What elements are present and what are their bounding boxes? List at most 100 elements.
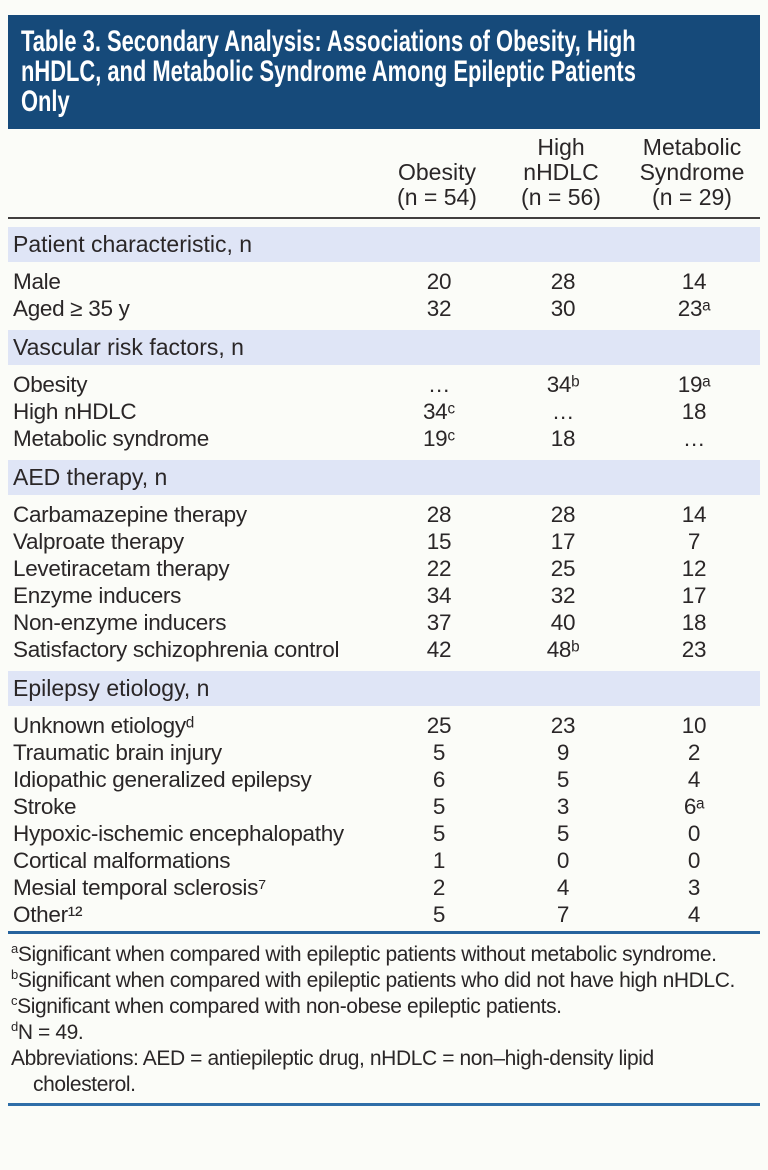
footnotes: a Significant when compared with epilepti… bbox=[8, 934, 760, 1098]
cell-value: 2 bbox=[432, 875, 446, 900]
footnote-text: Significant when compared with epileptic… bbox=[17, 969, 735, 992]
cell-value: 19ᵃ bbox=[677, 372, 711, 397]
footnote-b: bSignificant when compared with epilepti… bbox=[11, 968, 756, 994]
cell-value: 28 bbox=[550, 502, 576, 527]
table-row: Valproate therapy 15 17 7 bbox=[8, 528, 760, 555]
cell-value: 23 bbox=[681, 637, 707, 662]
cell-value: 17 bbox=[550, 529, 576, 554]
table-row: Idiopathic generalized epilepsy 6 5 4 bbox=[8, 766, 760, 793]
row-label: Hypoxic-ischemic encephalopathy bbox=[13, 821, 344, 846]
cell-value: 32 bbox=[550, 583, 576, 608]
footnote-text: Abbreviations: AED = antiepileptic drug,… bbox=[11, 1047, 654, 1096]
footnote-marker: a bbox=[11, 941, 18, 956]
table-row: Unknown etiologyᵈ 25 23 10 bbox=[8, 712, 760, 739]
title-line: Only bbox=[21, 85, 70, 118]
cell-value: 23 bbox=[550, 713, 576, 738]
cell-value: 22 bbox=[426, 556, 452, 581]
cell-value: 4 bbox=[687, 767, 701, 792]
column-headers: Obesity (n = 54) High nHDLC (n = 56) Met… bbox=[8, 129, 760, 214]
footnote-marker: b bbox=[11, 967, 18, 982]
row-label: Aged ≥ 35 y bbox=[13, 296, 130, 321]
section-header: Epilepsy etiology, n bbox=[8, 671, 760, 706]
cell-value: 37 bbox=[426, 610, 452, 635]
row-label: Valproate therapy bbox=[13, 529, 184, 554]
cell-value: … bbox=[427, 372, 451, 397]
column-n-count: (n = 54) bbox=[397, 184, 477, 210]
header-rule bbox=[8, 217, 760, 219]
cell-value: 32 bbox=[426, 296, 452, 321]
table-body: Patient characteristic, n Male 2 0 28 14 Aged … bbox=[8, 227, 760, 928]
cell-value: 28 bbox=[550, 269, 576, 294]
table-row: Traumatic brain injury 5 9 2 bbox=[8, 739, 760, 766]
footnote-c: cSignificant when compared with non-obes… bbox=[11, 994, 756, 1020]
column-label: Metabolic Syndrome bbox=[639, 134, 745, 185]
table-row: Metabolic syndrome 19ᶜ 18… bbox=[8, 425, 760, 452]
row-label: Male bbox=[13, 269, 61, 294]
cell-value: 0 bbox=[687, 848, 701, 873]
cell-value: 23ᵃ bbox=[677, 296, 711, 321]
cell-value: 0 bbox=[556, 848, 570, 873]
cell-value: 2 bbox=[687, 740, 701, 765]
row-label: Carbamazepine therapy bbox=[13, 502, 247, 527]
cell-value: 25 bbox=[426, 713, 452, 738]
row-label: Metabolic syndrome bbox=[13, 426, 209, 451]
table-row: Stroke 5 3 6ᵃ bbox=[8, 793, 760, 820]
title-line: Table 3. Secondary Analysis: Association… bbox=[21, 25, 636, 58]
cell-value: 4 bbox=[556, 875, 570, 900]
table-row: Male 20 28 14 bbox=[8, 268, 760, 295]
cell-value: 6 bbox=[432, 767, 446, 792]
table-row: Mesial temporal sclerosis⁷ 2 4 3 bbox=[8, 874, 760, 901]
cell-value: 6ᵃ bbox=[683, 794, 705, 819]
title-line: nHDLC, and Metabolic Syndrome Among Epil… bbox=[21, 55, 636, 88]
cell-value: 14 bbox=[681, 502, 707, 527]
footnote-d: dN = 49. bbox=[11, 1020, 756, 1046]
cell-value: 10 bbox=[681, 713, 707, 738]
row-label: Traumatic brain injury bbox=[13, 740, 222, 765]
cell-value: 18 bbox=[681, 399, 707, 424]
cell-value: 12 bbox=[681, 556, 707, 581]
cell-value: 7 bbox=[556, 902, 570, 927]
table-row: Hypoxic-ischemic encephalopathy 5 5 0 bbox=[8, 820, 760, 847]
cell-value: 34ᶜ bbox=[422, 399, 456, 424]
row-label: Unknown etiologyᵈ bbox=[13, 713, 194, 738]
row-label: Mesial temporal sclerosis⁷ bbox=[13, 875, 266, 900]
cell-value: 30 bbox=[550, 296, 576, 321]
cell-value: 14 bbox=[681, 269, 707, 294]
cell-value: 19ᶜ bbox=[422, 426, 456, 451]
row-label: Obesity bbox=[13, 372, 88, 397]
row-label: Enzyme inducers bbox=[13, 583, 182, 608]
cell-value: 4 bbox=[687, 902, 701, 927]
footnote-a: aSignificant when compared with epilepti… bbox=[11, 942, 756, 968]
cell-value: 5 bbox=[432, 740, 446, 765]
table-row: High nHDLC 34ᶜ … 18 bbox=[8, 398, 760, 425]
footnote-abbreviations: Abbreviations: AED = antiepileptic drug,… bbox=[11, 1046, 756, 1098]
row-label: Idiopathic generalized epilepsy bbox=[13, 767, 312, 792]
cell-value: 5 bbox=[432, 902, 446, 927]
column-n-count: (n = 56) bbox=[521, 184, 601, 210]
figure-bottom-rule bbox=[8, 1103, 760, 1106]
footnote-text: Significant when compared with non-obese… bbox=[17, 995, 562, 1018]
column-header-metabolic-syndrome: Metabolic Syndrome (n = 29) bbox=[626, 135, 758, 210]
cell-value: 42 bbox=[426, 637, 452, 662]
column-label: Obesity bbox=[398, 159, 476, 185]
row-label: Other¹² bbox=[13, 902, 83, 927]
cell-value: 15 bbox=[426, 529, 452, 554]
section-header: Patient characteristic, n bbox=[8, 227, 760, 262]
cell-value: … bbox=[682, 426, 706, 451]
table-row: Other¹² 5 7 4 bbox=[8, 901, 760, 928]
row-label: Levetiracetam therapy bbox=[13, 556, 230, 581]
cell-value: 34 bbox=[426, 583, 452, 608]
cell-value: 34ᵇ bbox=[546, 372, 580, 397]
cell-value: … bbox=[551, 399, 575, 424]
cell-value: 5 bbox=[432, 794, 446, 819]
footnote-marker: c bbox=[11, 993, 18, 1008]
cell-value: 3 bbox=[556, 794, 570, 819]
table-row: Obesity … 34ᵇ 19ᵃ bbox=[8, 371, 760, 398]
cell-value: 17 bbox=[681, 583, 707, 608]
section-header: AED therapy, n bbox=[8, 460, 760, 495]
cell-value: 5 bbox=[432, 821, 446, 846]
row-label: Satisfactory schizophrenia control bbox=[13, 637, 340, 662]
cell-value: 0 bbox=[687, 821, 701, 846]
column-n-count: (n = 29) bbox=[652, 184, 732, 210]
cell-value: 40 bbox=[550, 610, 576, 635]
